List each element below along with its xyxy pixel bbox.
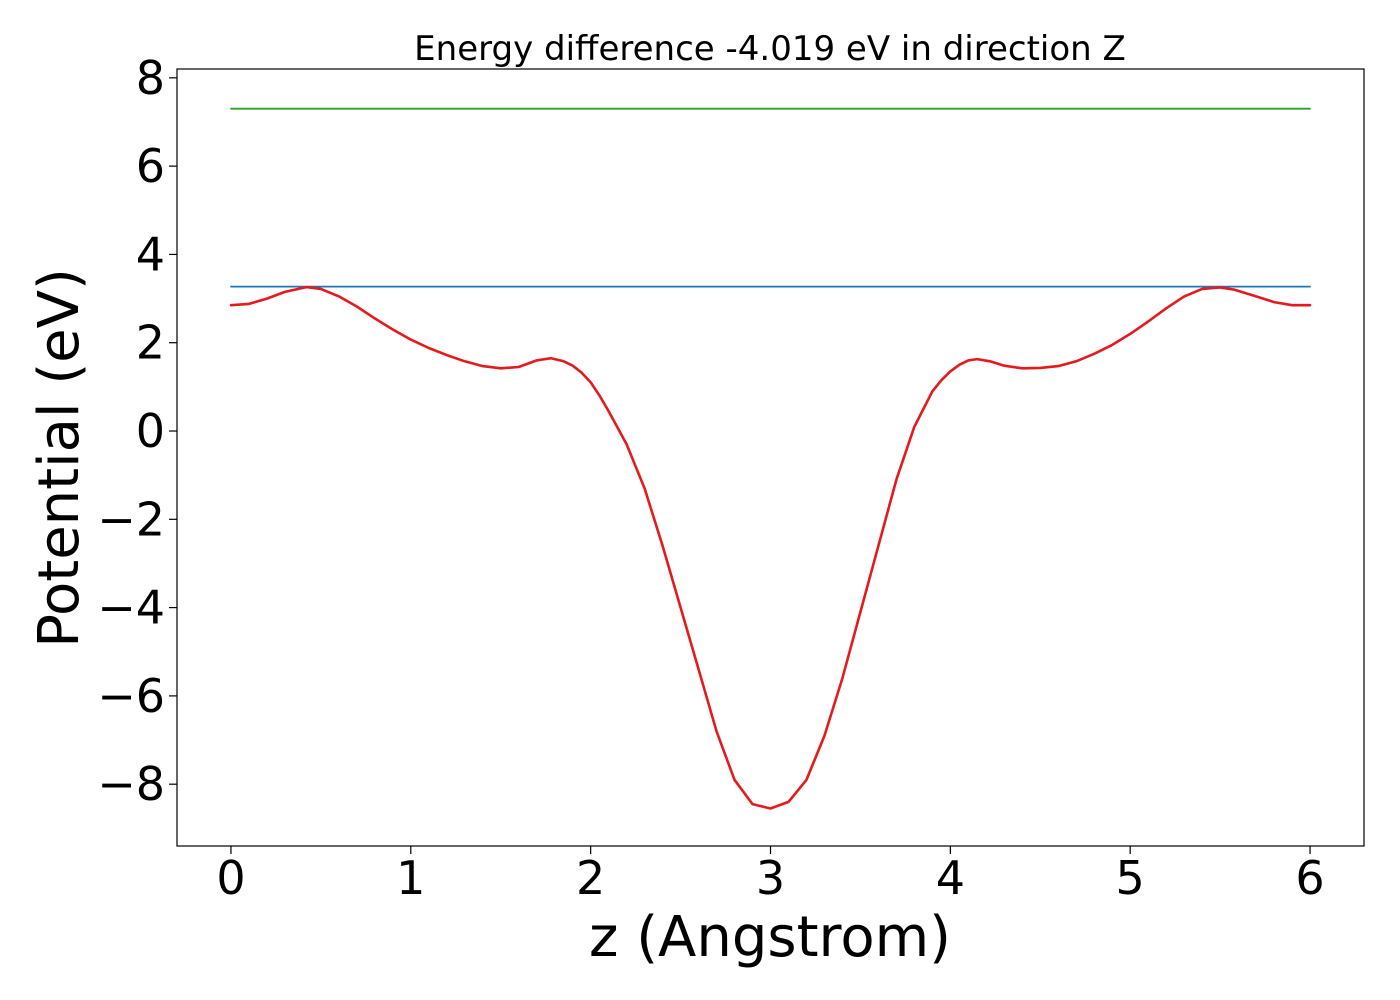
x-tick-label: 3 <box>756 851 785 905</box>
x-tick-label: 1 <box>396 851 425 905</box>
y-tick-label: 2 <box>136 316 165 370</box>
plot-area-frame <box>176 68 1365 847</box>
y-axis-ticks: −8 −6 −4 −2 0 2 4 6 8 <box>97 51 177 811</box>
y-axis-label: Potential (eV) <box>27 268 92 648</box>
series-layer <box>229 107 1312 810</box>
potential-curve <box>229 285 1312 810</box>
y-tick-label: −6 <box>97 669 165 723</box>
x-tick-label: 2 <box>576 851 605 905</box>
x-axis-label: z (Angstrom) <box>589 905 951 970</box>
y-tick-label: −4 <box>97 581 165 635</box>
x-tick-label: 0 <box>216 851 245 905</box>
x-tick-label: 4 <box>936 851 965 905</box>
y-tick-label: 0 <box>136 404 165 458</box>
x-tick-label: 5 <box>1116 851 1145 905</box>
y-tick-label: −8 <box>97 757 165 811</box>
x-axis-ticks: 0 1 2 3 4 5 6 <box>216 846 1325 905</box>
y-tick-label: 6 <box>136 139 165 193</box>
y-tick-label: 8 <box>136 51 165 105</box>
y-tick-label: −2 <box>97 492 165 546</box>
x-tick-label: 6 <box>1295 851 1324 905</box>
chart-title: Energy difference -4.019 eV in direction… <box>414 29 1126 69</box>
y-tick-label: 4 <box>136 227 165 281</box>
